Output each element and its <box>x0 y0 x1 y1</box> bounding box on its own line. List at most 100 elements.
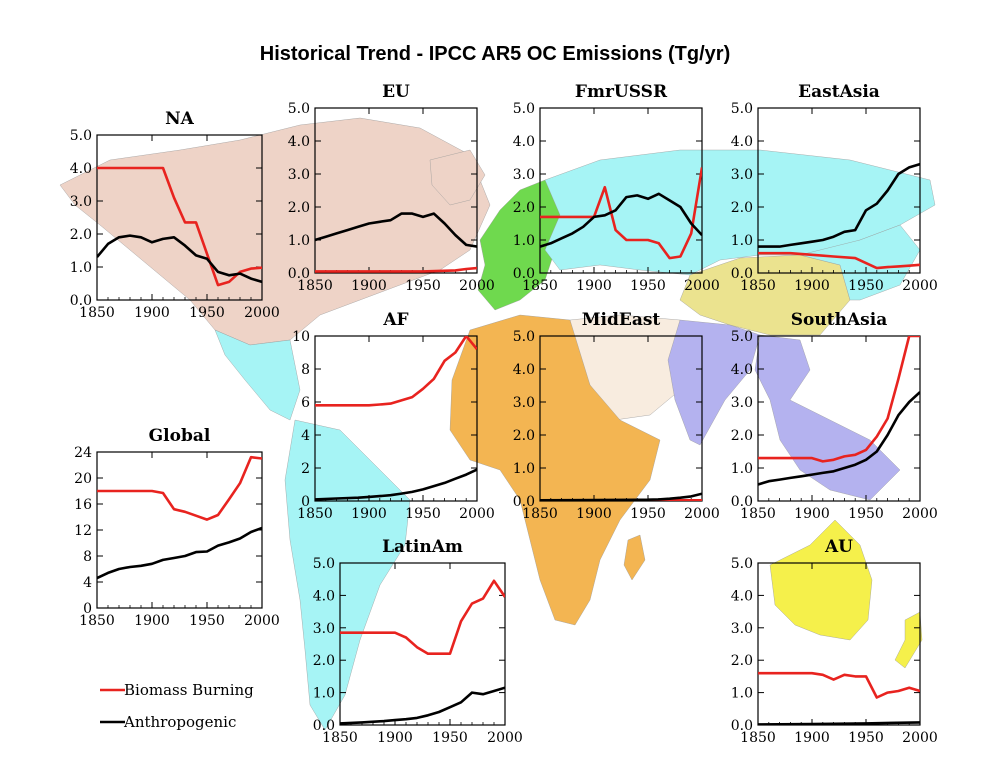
y-tick-label: 2.0 <box>70 227 92 243</box>
y-tick-label: 4.0 <box>731 134 753 150</box>
y-tick-label: 0.0 <box>731 266 753 282</box>
y-tick-label: 3.0 <box>313 621 335 637</box>
panel-title: FmrUSSR <box>575 82 668 102</box>
region-eastasia-landmass <box>799 224 921 301</box>
x-tick-label: 1850 <box>740 730 776 746</box>
series-line-anthropogenic <box>540 492 702 501</box>
plot-frame <box>96 451 263 609</box>
y-tick-label: 0.0 <box>513 494 535 510</box>
y-tick-label: 4.0 <box>288 134 310 150</box>
y-tick-label: 0.0 <box>731 494 753 510</box>
series-line-biomass-burning <box>340 579 505 656</box>
y-tick-label: 4.0 <box>513 362 535 378</box>
x-tick-label: 1950 <box>630 506 666 522</box>
legend: Biomass Burning Anthropogenic <box>100 681 254 731</box>
x-tick-label: 1850 <box>322 730 358 746</box>
y-tick-label: 16 <box>74 497 92 513</box>
y-tick-label: 3.0 <box>731 621 753 637</box>
x-tick-label: 1950 <box>432 730 468 746</box>
x-tick-label: 1900 <box>576 278 612 294</box>
plot-frame <box>757 335 921 502</box>
series-line-anthropogenic <box>758 162 920 248</box>
x-tick-label: 1950 <box>848 506 884 522</box>
plot-frame <box>314 107 478 274</box>
series-line-biomass-burning <box>758 671 920 699</box>
y-tick-label: 0.0 <box>288 266 310 282</box>
x-tick-label: 1850 <box>522 506 558 522</box>
y-tick-label: 1.0 <box>313 686 335 702</box>
series-line-biomass-burning <box>97 166 262 287</box>
chart-title: Historical Trend - IPCC AR5 OC Emissions… <box>260 43 730 65</box>
y-tick-label: 1.0 <box>731 461 753 477</box>
panel-global: Global 1850 1900 1950 2000 0 4 8 12 16 20 24 <box>74 426 280 629</box>
series-line-anthropogenic <box>758 391 920 486</box>
y-tick-label: 8 <box>83 549 92 565</box>
y-tick-label: 4.0 <box>731 362 753 378</box>
y-tick-label: 1.0 <box>731 233 753 249</box>
panel-mideast: MidEast 1850 1900 1950 2000 0.0 1.0 2.0 3.0 4.0 5.… <box>513 310 720 522</box>
y-tick-label: 5.0 <box>731 556 753 572</box>
region-na-landmass <box>59 117 491 346</box>
panel-title: LatinAm <box>382 537 463 557</box>
x-tick-label: 1900 <box>794 730 830 746</box>
plot-frame <box>339 562 506 726</box>
background-world-map <box>59 117 936 731</box>
x-tick-label: 1900 <box>351 278 387 294</box>
x-tick-label: 2000 <box>244 613 280 629</box>
panel-af: AF 1850 1900 1950 2000 0 2 4 6 8 10 <box>292 310 495 522</box>
plot-frame <box>314 335 478 502</box>
region-latinam-landmass <box>284 419 411 731</box>
series-line-biomass-burning <box>758 251 920 270</box>
y-tick-label: 4.0 <box>731 588 753 604</box>
y-tick-label: 1.0 <box>513 233 535 249</box>
y-tick-label: 4.0 <box>70 161 92 177</box>
x-tick-label: 1850 <box>740 278 776 294</box>
x-tick-label: 1900 <box>351 506 387 522</box>
panel-title: SouthAsia <box>791 310 887 330</box>
y-tick-label: 0.0 <box>70 293 92 309</box>
region-southasia-landmass <box>667 319 761 446</box>
panel-na: NA 1850 1900 1950 2000 0.0 1.0 2.0 3.0 4.0 5.0 <box>70 109 280 321</box>
y-tick-label: 8 <box>301 362 310 378</box>
series-line-anthropogenic <box>540 192 702 248</box>
panel-eastasia: EastAsia 1850 1900 1950 2000 0.0 1.0 2.0 3.0 4.0 5… <box>731 82 938 294</box>
y-tick-label: 2.0 <box>731 200 753 216</box>
y-tick-label: 3.0 <box>731 167 753 183</box>
series-line-anthropogenic <box>315 212 477 248</box>
y-tick-label: 2.0 <box>731 428 753 444</box>
y-tick-label: 3.0 <box>513 167 535 183</box>
legend-anthropogenic-label: Anthropogenic <box>123 713 236 731</box>
series-line-anthropogenic <box>758 721 920 725</box>
x-tick-label: 2000 <box>244 305 280 321</box>
x-tick-label: 1900 <box>377 730 413 746</box>
y-tick-label: 2.0 <box>513 428 535 444</box>
panel-title: AU <box>824 537 853 557</box>
x-tick-label: 1950 <box>405 506 441 522</box>
panel-title: Global <box>149 426 211 446</box>
y-tick-label: 4.0 <box>313 588 335 604</box>
region-af-landmass <box>449 314 661 626</box>
x-tick-label: 1950 <box>630 278 666 294</box>
series-line-biomass-burning <box>315 336 477 407</box>
x-tick-label: 1950 <box>189 613 225 629</box>
x-tick-label: 1900 <box>134 305 170 321</box>
plot-frame <box>539 107 703 274</box>
y-tick-label: 0.0 <box>313 718 335 734</box>
y-tick-label: 5.0 <box>313 556 335 572</box>
y-tick-label: 20 <box>74 471 92 487</box>
y-tick-label: 3.0 <box>70 194 92 210</box>
region-new-zealand-landmass <box>894 611 923 669</box>
series-line-biomass-burning <box>315 266 477 273</box>
x-tick-label: 2000 <box>902 278 938 294</box>
region-southeast-asia-landmass <box>754 334 901 501</box>
series-line-anthropogenic <box>315 468 477 501</box>
series-line-anthropogenic <box>340 686 505 725</box>
panel-title: EastAsia <box>798 82 880 102</box>
y-tick-label: 1.0 <box>731 686 753 702</box>
x-tick-label: 1850 <box>79 305 115 321</box>
y-tick-label: 3.0 <box>288 167 310 183</box>
panel-southasia: SouthAsia 1850 1900 1950 2000 0.0 1.0 2.0 3.0 4.0… <box>731 310 938 522</box>
series-line-anthropogenic <box>97 234 262 284</box>
